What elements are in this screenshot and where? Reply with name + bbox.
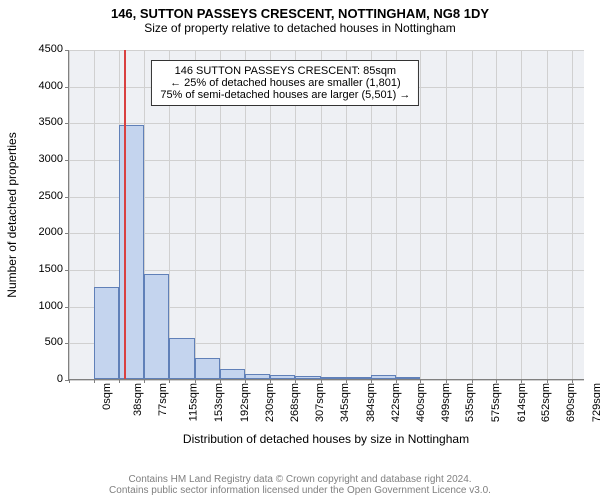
xtick-mark bbox=[69, 379, 70, 383]
xtick-mark bbox=[169, 379, 170, 383]
y-axis-label: Number of detached properties bbox=[5, 132, 19, 297]
gridline-horizontal bbox=[69, 233, 584, 234]
xtick-mark bbox=[270, 379, 271, 383]
gridline-horizontal bbox=[69, 123, 584, 124]
xtick-label: 690sqm bbox=[566, 383, 578, 422]
histogram-bar bbox=[396, 377, 420, 379]
xtick-mark bbox=[94, 379, 95, 383]
gridline-vertical bbox=[521, 50, 522, 379]
ytick-label: 4500 bbox=[39, 43, 63, 55]
xtick-label: 192sqm bbox=[239, 383, 251, 422]
ytick-label: 500 bbox=[45, 336, 63, 348]
histogram-bar bbox=[245, 374, 271, 379]
ytick-label: 2000 bbox=[39, 226, 63, 238]
xtick-mark bbox=[496, 379, 497, 383]
xtick-mark bbox=[420, 379, 421, 383]
xtick-label: 268sqm bbox=[289, 383, 301, 422]
xtick-mark bbox=[119, 379, 120, 383]
gridline-horizontal bbox=[69, 50, 584, 51]
xtick-label: 614sqm bbox=[516, 383, 528, 422]
xtick-mark bbox=[521, 379, 522, 383]
xtick-label: 115sqm bbox=[188, 383, 200, 421]
reference-marker-line bbox=[124, 50, 126, 379]
xtick-mark bbox=[547, 379, 548, 383]
gridline-vertical bbox=[472, 50, 473, 379]
xtick-mark bbox=[396, 379, 397, 383]
chart-title: 146, SUTTON PASSEYS CRESCENT, NOTTINGHAM… bbox=[0, 0, 600, 21]
gridline-vertical bbox=[496, 50, 497, 379]
xtick-label: 535sqm bbox=[464, 383, 476, 422]
xtick-mark bbox=[446, 379, 447, 383]
xtick-label: 499sqm bbox=[440, 383, 452, 422]
histogram-bar bbox=[220, 369, 245, 379]
histogram-bar bbox=[94, 287, 120, 379]
annotation-line: ← 25% of detached houses are smaller (1,… bbox=[160, 77, 410, 89]
xtick-label: 0sqm bbox=[101, 383, 113, 410]
ytick-label: 2500 bbox=[39, 190, 63, 202]
ytick-label: 3000 bbox=[39, 153, 63, 165]
histogram-bar bbox=[270, 375, 295, 379]
xtick-label: 38sqm bbox=[132, 383, 144, 416]
footer-attribution: Contains HM Land Registry data © Crown c… bbox=[0, 474, 600, 496]
xtick-label: 230sqm bbox=[264, 383, 276, 422]
xtick-label: 153sqm bbox=[213, 383, 225, 422]
annotation-line: 146 SUTTON PASSEYS CRESCENT: 85sqm bbox=[160, 65, 410, 77]
annotation-box: 146 SUTTON PASSEYS CRESCENT: 85sqm← 25% … bbox=[151, 60, 419, 106]
gridline-horizontal bbox=[69, 270, 584, 271]
xtick-mark bbox=[144, 379, 145, 383]
gridline-vertical bbox=[446, 50, 447, 379]
ytick-label: 1000 bbox=[39, 300, 63, 312]
xtick-label: 460sqm bbox=[415, 383, 427, 422]
gridline-vertical bbox=[69, 50, 70, 379]
xtick-label: 422sqm bbox=[390, 383, 402, 422]
xtick-mark bbox=[572, 379, 573, 383]
xtick-label: 307sqm bbox=[314, 383, 326, 422]
gridline-horizontal bbox=[69, 160, 584, 161]
ytick-label: 0 bbox=[57, 373, 63, 385]
xtick-label: 729sqm bbox=[591, 383, 600, 422]
xtick-mark bbox=[295, 379, 296, 383]
gridline-horizontal bbox=[69, 197, 584, 198]
gridline-vertical bbox=[547, 50, 548, 379]
plot-area: 0500100015002000250030003500400045000sqm… bbox=[68, 50, 584, 380]
xtick-mark bbox=[195, 379, 196, 383]
ytick-label: 1500 bbox=[39, 263, 63, 275]
gridline-vertical bbox=[572, 50, 573, 379]
xtick-label: 77sqm bbox=[158, 383, 170, 416]
x-axis-label: Distribution of detached houses by size … bbox=[183, 432, 469, 446]
gridline-vertical bbox=[420, 50, 421, 379]
histogram-bar bbox=[371, 375, 397, 379]
ytick-label: 3500 bbox=[39, 116, 63, 128]
xtick-label: 384sqm bbox=[365, 383, 377, 422]
histogram-bar bbox=[346, 377, 371, 379]
xtick-label: 652sqm bbox=[541, 383, 553, 422]
xtick-mark bbox=[321, 379, 322, 383]
histogram-bar bbox=[195, 358, 220, 379]
xtick-label: 345sqm bbox=[339, 383, 351, 422]
xtick-mark bbox=[245, 379, 246, 383]
footer-line-2: Contains public sector information licen… bbox=[0, 485, 600, 496]
histogram-bar bbox=[144, 274, 169, 379]
histogram-bar bbox=[295, 376, 321, 379]
chart-subtitle: Size of property relative to detached ho… bbox=[0, 21, 600, 35]
gridline-horizontal bbox=[69, 380, 584, 381]
histogram-bar bbox=[169, 338, 195, 379]
histogram-bar bbox=[321, 377, 346, 379]
ytick-label: 4000 bbox=[39, 80, 63, 92]
xtick-mark bbox=[371, 379, 372, 383]
xtick-label: 575sqm bbox=[490, 383, 502, 422]
xtick-mark bbox=[220, 379, 221, 383]
xtick-mark bbox=[472, 379, 473, 383]
footer-line-1: Contains HM Land Registry data © Crown c… bbox=[0, 474, 600, 485]
xtick-mark bbox=[346, 379, 347, 383]
annotation-line: 75% of semi-detached houses are larger (… bbox=[160, 89, 410, 101]
